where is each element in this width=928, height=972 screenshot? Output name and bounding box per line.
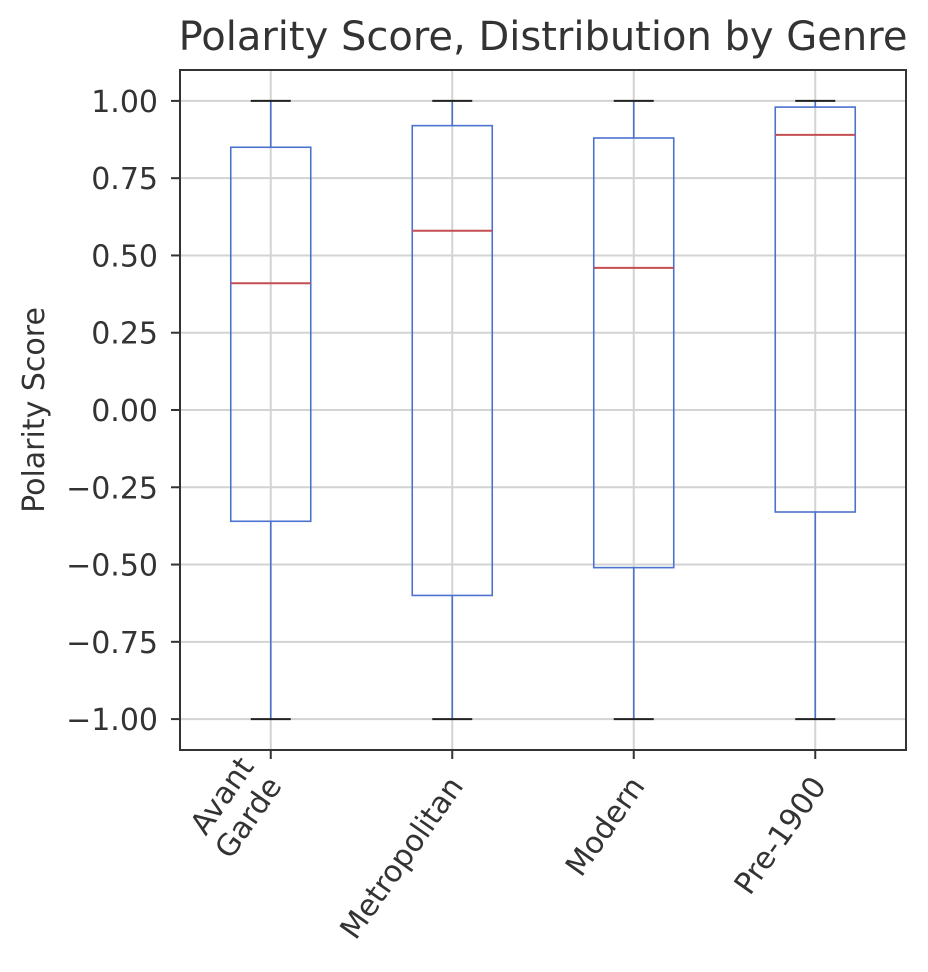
x-tick-label: Pre-1900 [728,771,834,902]
iqr-box [411,124,494,597]
y-tick-label: −0.50 [66,549,158,584]
y-tick-label: 0.75 [91,162,158,197]
box-group [774,99,857,721]
iqr-box [774,106,857,513]
x-tick-label-line: Pre-1900 [728,771,834,902]
y-tick-label: 0.00 [91,394,158,429]
y-tick-label: 1.00 [91,85,158,120]
y-tick-label: 0.25 [91,317,158,352]
y-axis-ticks: 1.00 0.75 0.50 0.25 0.00 −0.25 −0.50 −0.75 −1.00 [66,85,180,738]
box-series [229,99,857,721]
x-tick-label: Metropolitan [334,771,471,946]
box-group [592,99,675,721]
y-tick-label: −0.75 [66,626,158,661]
iqr-box [229,146,312,523]
box-group [229,99,312,721]
y-tick-label: −1.00 [66,703,158,738]
x-tick-label-line: Modern [559,771,652,883]
x-tick-label: AvantGarde [181,751,290,865]
y-axis-label: Polarity Score [17,307,52,513]
y-tick-label: 0.50 [91,239,158,274]
iqr-box [592,137,675,569]
box-group [411,99,494,721]
y-tick-label: −0.25 [66,471,158,506]
grid-lines [180,70,906,750]
x-tick-label: Modern [559,771,652,883]
x-axis-ticks: AvantGarde Metropolitan Modern Pre-1900 [181,750,834,946]
chart-title: Polarity Score, Distribution by Genre [179,14,908,60]
x-tick-label-line: Metropolitan [334,771,471,946]
